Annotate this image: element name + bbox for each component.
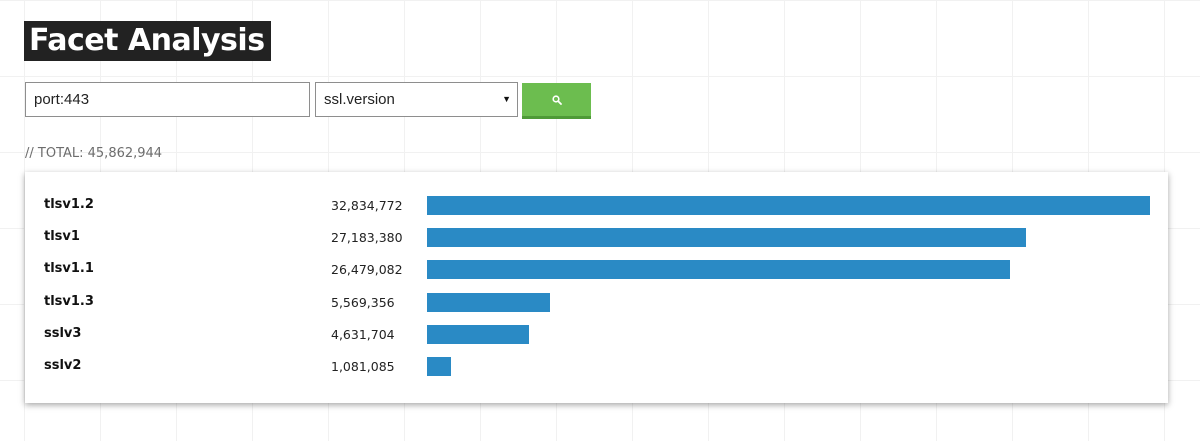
- facet-results-panel: tlsv1.2 32,834,772 tlsv1 27,183,380 tlsv1.1 2…: [25, 172, 1168, 403]
- facet-count: 1,081,085: [331, 359, 395, 374]
- facet-label[interactable]: tlsv1.1: [44, 261, 94, 277]
- facet-row: sslv3 4,631,704: [25, 319, 1168, 351]
- facet-label[interactable]: sslv3: [44, 325, 82, 341]
- facet-bar: [427, 292, 550, 312]
- facet-bar: [427, 357, 451, 376]
- facet-label[interactable]: tlsv1.3: [44, 293, 94, 309]
- facet-bar: [427, 196, 1150, 215]
- facet-select-value: ssl.version: [324, 91, 395, 108]
- search-icon: [552, 95, 562, 105]
- facet-bar: [427, 228, 1026, 248]
- facet-label[interactable]: tlsv1: [44, 229, 80, 245]
- facet-select[interactable]: ssl.version ▼: [315, 82, 518, 117]
- facet-bar: [427, 324, 529, 344]
- facet-row: tlsv1 27,183,380: [25, 222, 1168, 254]
- facet-count: 5,569,356: [331, 294, 395, 310]
- facet-row: tlsv1.3 5,569,356: [25, 287, 1168, 319]
- page-title: Facet Analysis: [24, 21, 271, 61]
- facet-row: sslv2 1,081,085: [25, 351, 1168, 383]
- search-input[interactable]: [25, 82, 310, 117]
- facet-row: tlsv1.2 32,834,772: [25, 190, 1168, 222]
- facet-count: 27,183,380: [331, 230, 403, 246]
- chevron-down-icon: ▼: [502, 94, 511, 104]
- search-button[interactable]: [522, 83, 591, 119]
- facet-row: tlsv1.1 26,479,082: [25, 254, 1168, 286]
- facet-label[interactable]: tlsv1.2: [44, 197, 94, 212]
- facet-count: 32,834,772: [331, 198, 403, 213]
- facet-label[interactable]: sslv2: [44, 358, 82, 373]
- facet-bar: [427, 260, 1010, 280]
- total-count: // TOTAL: 45,862,944: [25, 146, 163, 161]
- facet-count: 4,631,704: [331, 326, 395, 342]
- facet-count: 26,479,082: [331, 262, 403, 278]
